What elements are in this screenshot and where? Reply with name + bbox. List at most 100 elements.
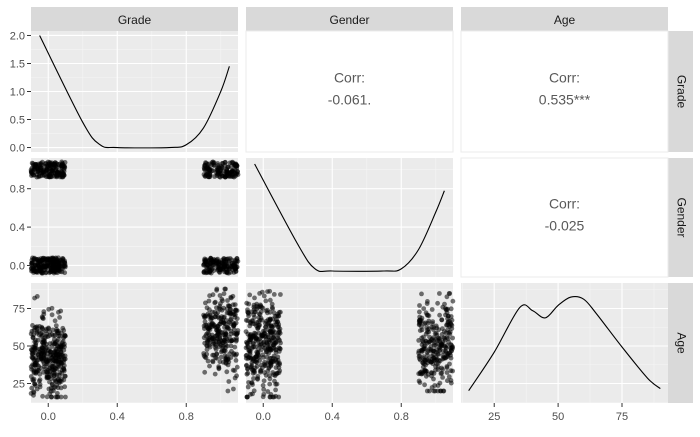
scatter-point-gender-age <box>244 345 249 350</box>
scatter-point-grade-age <box>207 364 212 369</box>
scatter-point-gender-age <box>417 349 422 354</box>
y-tick-label-grade: 2.0 <box>10 30 25 42</box>
scatter-point-gender-age <box>268 376 273 381</box>
scatter-point-gender-age <box>254 359 259 364</box>
scatter-point-gender-age <box>425 299 430 304</box>
scatter-point-gender-age <box>434 337 439 342</box>
corr-value-grade-gender: -0.061. <box>328 92 372 108</box>
scatter-point-gender-age <box>250 380 255 385</box>
corr-label-grade-age: Corr: <box>549 70 580 86</box>
scatter-point-gender-age <box>253 310 258 315</box>
scatter-point-grade-gender <box>35 164 40 169</box>
scatter-point-grade-age <box>222 338 227 343</box>
scatter-point-grade-gender <box>52 264 57 269</box>
scatter-point-grade-age <box>53 340 58 345</box>
scatter-point-grade-age <box>57 315 62 320</box>
scatter-point-gender-age <box>450 318 455 323</box>
scatter-point-gender-age <box>268 395 273 400</box>
scatter-point-gender-age <box>258 343 263 348</box>
y-tick-label-gender: 0.0 <box>10 260 25 272</box>
scatter-point-gender-age <box>268 317 273 322</box>
scatter-point-gender-age <box>447 350 452 355</box>
scatter-point-gender-age <box>250 345 255 350</box>
scatter-point-grade-age <box>205 305 210 310</box>
scatter-point-grade-age <box>47 387 52 392</box>
scatter-point-grade-gender <box>48 257 53 262</box>
scatter-point-gender-age <box>451 299 456 304</box>
strip-right-label-age: Age <box>674 332 688 354</box>
scatter-point-grade-age <box>30 323 35 328</box>
scatter-point-gender-age <box>278 331 283 336</box>
scatter-point-gender-age <box>277 362 282 367</box>
scatter-point-gender-age <box>429 370 434 375</box>
scatter-point-grade-age <box>50 306 55 311</box>
scatter-point-grade-age <box>36 368 41 373</box>
scatter-point-gender-age <box>258 303 263 308</box>
scatter-point-grade-age <box>62 384 67 389</box>
scatter-point-grade-age <box>231 368 236 373</box>
scatter-point-gender-age <box>430 385 435 390</box>
y-tick-label-age: 75 <box>13 304 25 316</box>
scatter-point-gender-age <box>438 389 443 394</box>
scatter-point-gender-age <box>440 326 445 331</box>
scatter-point-gender-age <box>422 382 427 387</box>
scatter-point-gender-age <box>262 294 267 299</box>
scatter-point-grade-age <box>207 299 212 304</box>
y-tick-label-gender: 0.4 <box>10 222 25 234</box>
scatter-point-gender-age <box>255 374 260 379</box>
scatter-point-grade-gender <box>39 166 44 171</box>
scatter-point-grade-age <box>53 359 58 364</box>
x-tick-label-gender: 0.8 <box>394 411 409 423</box>
scatter-point-grade-age <box>229 344 234 349</box>
scatter-point-gender-age <box>417 303 422 308</box>
scatter-point-gender-age <box>270 325 275 330</box>
scatter-point-gender-age <box>244 301 249 306</box>
scatter-point-grade-gender <box>205 165 210 170</box>
scatter-point-grade-gender <box>216 260 221 265</box>
scatter-point-grade-gender <box>43 258 48 263</box>
scatter-point-gender-age <box>271 333 276 338</box>
scatter-point-grade-age <box>207 293 212 298</box>
scatter-point-grade-gender <box>39 269 44 274</box>
scatter-point-grade-age <box>212 353 217 358</box>
scatter-point-grade-age <box>60 352 65 357</box>
scatter-point-gender-age <box>437 291 442 296</box>
corr-value-gender-age: -0.025 <box>545 218 585 234</box>
scatter-point-grade-gender <box>235 256 240 261</box>
scatter-point-gender-age <box>252 331 257 336</box>
scatter-point-gender-age <box>421 354 426 359</box>
scatter-point-grade-gender <box>211 260 216 265</box>
scatter-point-grade-gender <box>58 172 63 177</box>
scatter-point-grade-age <box>54 323 59 328</box>
scatter-point-gender-age <box>434 324 439 329</box>
scatter-point-gender-age <box>447 330 452 335</box>
scatter-point-grade-gender <box>204 172 209 177</box>
corr-label-gender-age: Corr: <box>549 196 580 212</box>
scatter-point-gender-age <box>245 395 250 400</box>
scatter-point-grade-gender <box>47 270 52 275</box>
scatter-point-gender-age <box>278 341 283 346</box>
scatter-point-grade-age <box>216 331 221 336</box>
scatter-point-gender-age <box>255 351 260 356</box>
scatter-point-grade-age <box>224 369 229 374</box>
scatter-point-grade-gender <box>207 269 212 274</box>
scatter-point-grade-age <box>58 364 63 369</box>
scatter-point-grade-age <box>50 312 55 317</box>
x-tick-label-age: 75 <box>616 411 628 423</box>
scatter-point-gender-age <box>439 317 444 322</box>
scatter-point-grade-age <box>232 327 237 332</box>
scatter-point-grade-gender <box>34 262 39 267</box>
scatter-point-gender-age <box>261 392 266 397</box>
scatter-point-grade-gender <box>57 262 62 267</box>
scatter-point-grade-gender <box>31 267 36 272</box>
scatter-point-grade-gender <box>36 174 41 179</box>
scatter-point-grade-age <box>57 380 62 385</box>
scatter-point-grade-gender <box>54 173 59 178</box>
scatter-point-gender-age <box>425 389 430 394</box>
y-tick-label-age: 50 <box>13 341 25 353</box>
scatter-point-gender-age <box>442 302 447 307</box>
scatter-point-gender-age <box>425 313 430 318</box>
scatter-point-grade-age <box>63 395 68 400</box>
scatter-point-grade-gender <box>55 257 60 262</box>
